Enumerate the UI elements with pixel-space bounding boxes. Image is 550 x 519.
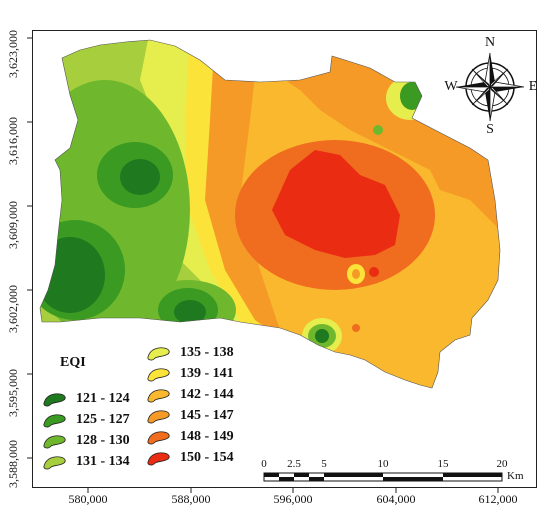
y-tick-label: 3,588,000: [6, 440, 20, 488]
y-tick-label: 3,602,000: [6, 285, 20, 333]
zone-ne-green-small: [373, 125, 383, 135]
legend-item-label: 148 - 149: [180, 429, 234, 444]
zone-121-124-a: [120, 159, 160, 195]
scale-label: 5: [321, 458, 327, 470]
legend-swatch-icon: [43, 435, 66, 449]
scale-bar: [263, 472, 503, 482]
zone-ne-green: [400, 82, 424, 110]
hotspot-small-orange: [352, 269, 360, 279]
legend-item-label: 125 - 127: [76, 412, 130, 427]
legend-swatch-icon: [43, 393, 66, 407]
legend-item-label: 145 - 147: [180, 408, 234, 423]
legend-swatch-icon: [147, 347, 170, 361]
legend-item-label: 139 - 141: [180, 366, 234, 381]
scale-label: 2.5: [287, 458, 301, 470]
y-tick-label: 3,595,000: [6, 369, 20, 417]
x-tick-label: 612,000: [478, 492, 518, 506]
compass-rose-icon: [455, 52, 525, 122]
scale-unit: Km: [507, 470, 524, 482]
compass-w-label: W: [444, 79, 458, 94]
y-tick-label: 3,623,000: [6, 30, 20, 78]
compass-e-label: E: [528, 79, 538, 94]
legend-item: 125 - 127: [42, 412, 130, 428]
legend-item-label: 135 - 138: [180, 345, 234, 360]
x-tick-label: 588,000: [171, 492, 211, 506]
legend-swatch-icon: [147, 368, 170, 382]
legend-item: 128 - 130: [42, 433, 130, 449]
legend-item-label: 142 - 144: [180, 387, 234, 402]
zone-121-124-b: [40, 237, 105, 313]
legend-item-label: 131 - 134: [76, 454, 130, 469]
zone-121-124-c: [174, 300, 206, 324]
zone-150-154: [272, 150, 400, 258]
legend-item: 150 - 154: [146, 450, 234, 466]
legend-item: 139 - 141: [146, 366, 234, 382]
legend-item-label: 121 - 124: [76, 391, 130, 406]
y-tick-label: 3,616,000: [6, 117, 20, 165]
legend-item: 135 - 138: [146, 345, 234, 361]
legend-swatch-icon: [147, 452, 170, 466]
legend-item-label: 128 - 130: [76, 433, 130, 448]
legend-swatch-icon: [43, 414, 66, 428]
scale-label: 0: [261, 458, 267, 470]
compass-n-label: N: [484, 35, 496, 50]
compass-s-label: S: [486, 122, 494, 137]
hotspot-small-red: [369, 267, 379, 277]
legend-swatch-icon: [43, 456, 66, 470]
legend-swatch-icon: [147, 389, 170, 403]
legend-item: 145 - 147: [146, 408, 234, 424]
hotspot-orange-s: [352, 324, 360, 332]
legend-item: 131 - 134: [42, 454, 130, 470]
legend-title: EQI: [60, 355, 86, 370]
legend-item: 148 - 149: [146, 429, 234, 445]
map-frame: [32, 30, 537, 488]
zone-green-south-core: [315, 329, 329, 343]
legend-item: 142 - 144: [146, 387, 234, 403]
scale-label: 20: [496, 458, 508, 470]
legend-swatch-icon: [147, 431, 170, 445]
x-tick-label: 596,000: [273, 492, 313, 506]
legend-item: 121 - 124: [42, 391, 130, 407]
y-tick-marks: [27, 37, 32, 459]
y-tick-label: 3,609,000: [6, 201, 20, 249]
legend-item-label: 150 - 154: [180, 450, 234, 465]
region-outline: [39, 39, 501, 389]
x-tick-marks: [87, 488, 499, 493]
x-tick-label: 580,000: [68, 492, 108, 506]
scale-label: 15: [437, 458, 449, 470]
legend-swatch-icon: [147, 410, 170, 424]
x-tick-label: 604,000: [376, 492, 416, 506]
scale-label: 10: [377, 458, 389, 470]
